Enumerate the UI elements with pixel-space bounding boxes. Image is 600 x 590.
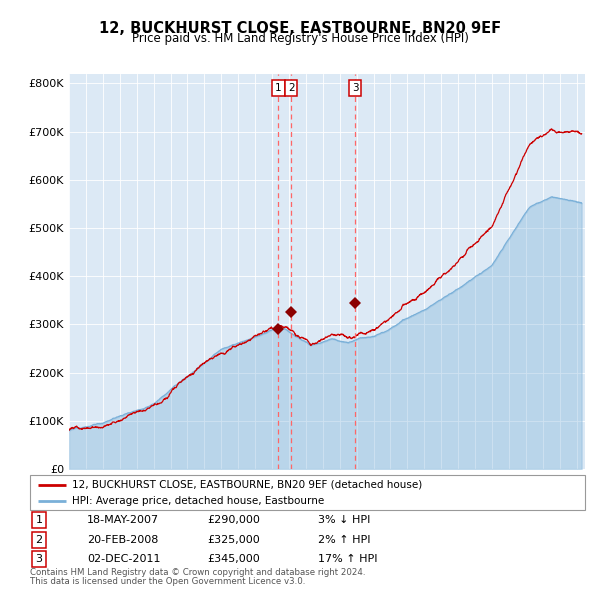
Text: HPI: Average price, detached house, Eastbourne: HPI: Average price, detached house, East… <box>71 496 324 506</box>
Text: 1: 1 <box>275 83 282 93</box>
Text: Contains HM Land Registry data © Crown copyright and database right 2024.: Contains HM Land Registry data © Crown c… <box>30 568 365 577</box>
Text: 20-FEB-2008: 20-FEB-2008 <box>87 535 158 545</box>
Text: 1: 1 <box>35 516 43 525</box>
Text: 12, BUCKHURST CLOSE, EASTBOURNE, BN20 9EF: 12, BUCKHURST CLOSE, EASTBOURNE, BN20 9E… <box>99 21 501 35</box>
Text: 3: 3 <box>352 83 359 93</box>
Text: 3% ↓ HPI: 3% ↓ HPI <box>318 516 370 525</box>
Text: 12, BUCKHURST CLOSE, EASTBOURNE, BN20 9EF (detached house): 12, BUCKHURST CLOSE, EASTBOURNE, BN20 9E… <box>71 480 422 490</box>
Text: 2: 2 <box>35 535 43 545</box>
Text: Price paid vs. HM Land Registry's House Price Index (HPI): Price paid vs. HM Land Registry's House … <box>131 32 469 45</box>
Text: 17% ↑ HPI: 17% ↑ HPI <box>318 555 377 564</box>
Text: 02-DEC-2011: 02-DEC-2011 <box>87 555 161 564</box>
Text: £345,000: £345,000 <box>207 555 260 564</box>
Text: £325,000: £325,000 <box>207 535 260 545</box>
Text: 18-MAY-2007: 18-MAY-2007 <box>87 516 159 525</box>
Text: 2: 2 <box>288 83 295 93</box>
Text: This data is licensed under the Open Government Licence v3.0.: This data is licensed under the Open Gov… <box>30 577 305 586</box>
Text: £290,000: £290,000 <box>207 516 260 525</box>
Text: 2% ↑ HPI: 2% ↑ HPI <box>318 535 371 545</box>
FancyBboxPatch shape <box>30 475 585 510</box>
Text: 3: 3 <box>35 555 43 564</box>
